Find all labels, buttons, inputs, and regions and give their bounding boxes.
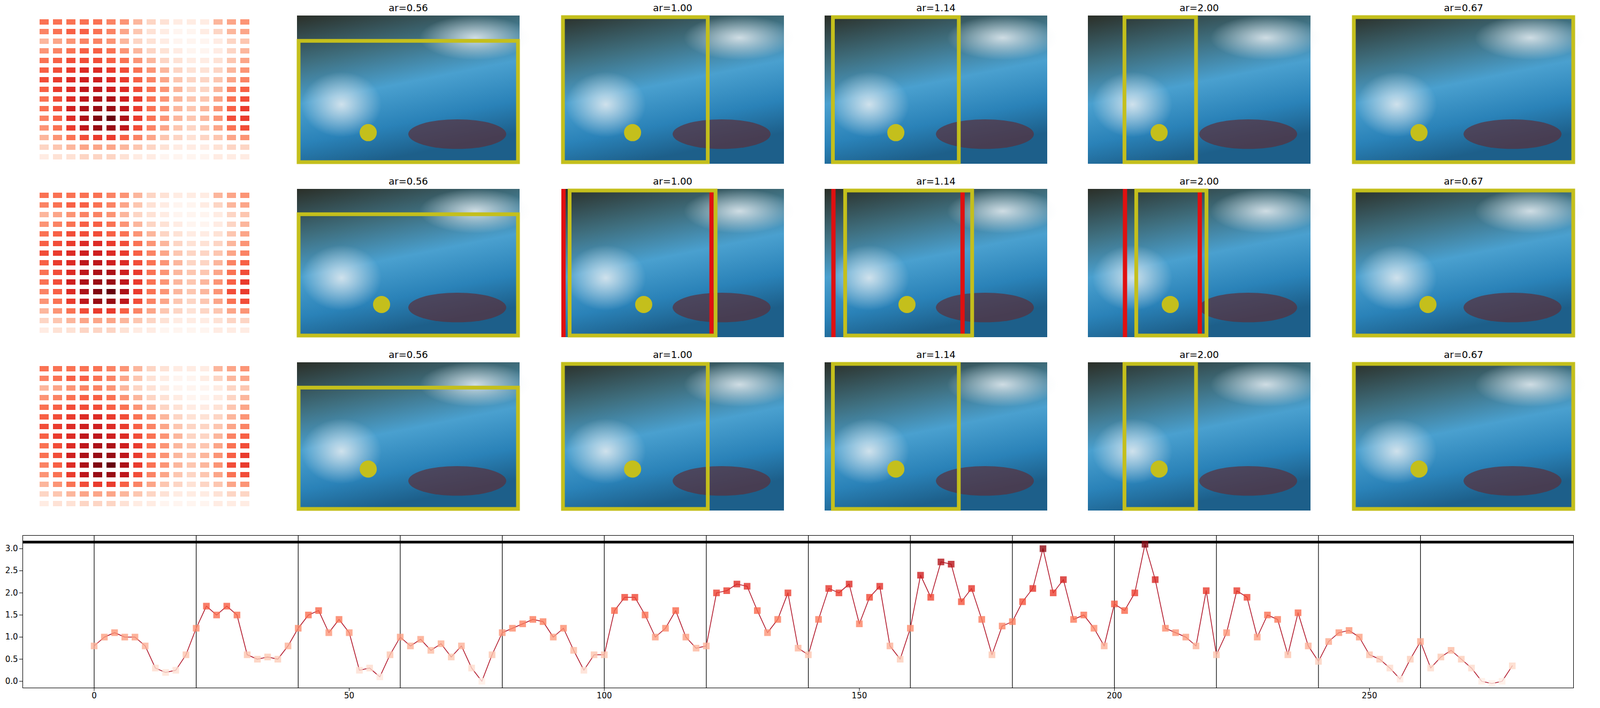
svg-text:0.0: 0.0 bbox=[5, 676, 19, 687]
svg-text:ar=1.14: ar=1.14 bbox=[916, 2, 956, 14]
svg-text:ar=0.67: ar=0.67 bbox=[1443, 2, 1484, 14]
svg-text:2.0: 2.0 bbox=[5, 588, 19, 598]
svg-text:100: 100 bbox=[596, 690, 613, 701]
svg-text:1.0: 1.0 bbox=[5, 631, 19, 642]
svg-text:ar=0.67: ar=0.67 bbox=[1443, 175, 1484, 187]
svg-text:ar=0.56: ar=0.56 bbox=[388, 2, 429, 14]
svg-text:ar=2.00: ar=2.00 bbox=[1179, 175, 1219, 187]
svg-text:ar=2.00: ar=2.00 bbox=[1179, 2, 1219, 14]
svg-text:ar=1.00: ar=1.00 bbox=[652, 2, 693, 14]
svg-text:0.5: 0.5 bbox=[5, 654, 19, 665]
svg-text:50: 50 bbox=[344, 690, 355, 701]
svg-text:3.0: 3.0 bbox=[5, 543, 19, 554]
svg-text:ar=1.00: ar=1.00 bbox=[652, 348, 693, 361]
svg-text:200: 200 bbox=[1106, 690, 1123, 701]
svg-text:ar=2.00: ar=2.00 bbox=[1179, 348, 1219, 361]
svg-text:0: 0 bbox=[91, 690, 97, 701]
svg-text:ar=0.56: ar=0.56 bbox=[388, 348, 429, 361]
svg-text:2.5: 2.5 bbox=[5, 565, 19, 576]
svg-text:1.5: 1.5 bbox=[5, 610, 19, 620]
svg-text:ar=0.67: ar=0.67 bbox=[1443, 348, 1484, 361]
svg-text:ar=1.14: ar=1.14 bbox=[916, 348, 956, 361]
svg-text:ar=1.14: ar=1.14 bbox=[916, 175, 956, 187]
svg-text:150: 150 bbox=[851, 690, 868, 701]
svg-text:ar=0.56: ar=0.56 bbox=[388, 175, 429, 187]
svg-text:ar=1.00: ar=1.00 bbox=[652, 175, 693, 187]
svg-text:250: 250 bbox=[1361, 690, 1378, 701]
